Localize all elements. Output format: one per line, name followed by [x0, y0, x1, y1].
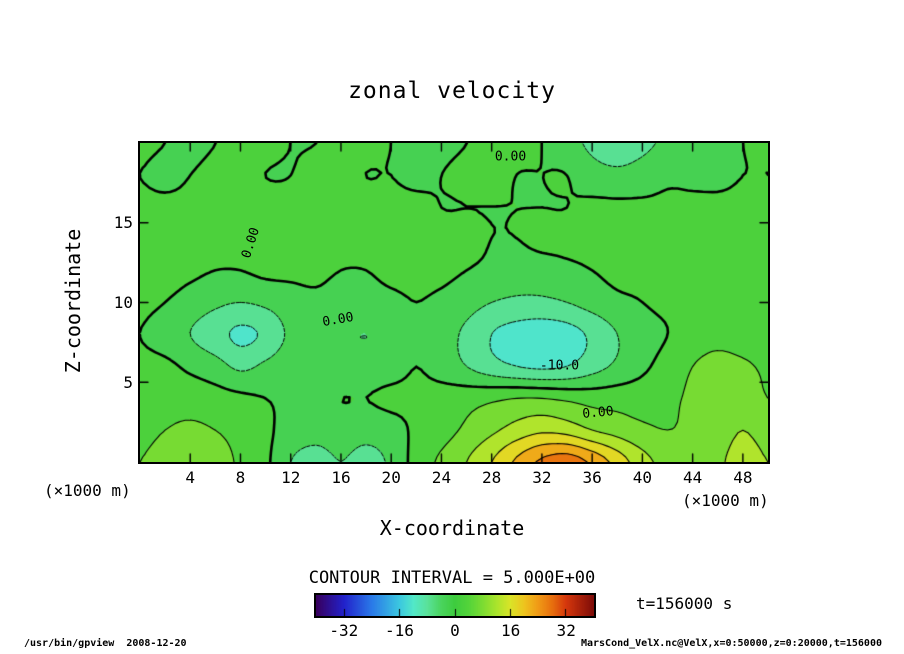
y-axis-unit: (×1000 m)	[44, 481, 131, 500]
y-tick-label: 5	[123, 372, 133, 392]
x-tick-label: 32	[532, 468, 552, 487]
colorbar	[314, 593, 596, 618]
y-axis-title: Z-coordinate	[61, 228, 85, 374]
x-tick-label: 28	[482, 468, 502, 487]
plot-title: zonal velocity	[348, 78, 556, 104]
x-tick-label: 20	[381, 468, 401, 487]
x-tick-label: 24	[431, 468, 452, 487]
x-tick-label: 44	[682, 468, 703, 487]
x-tick-label: 12	[281, 468, 301, 487]
colorbar-canvas	[316, 595, 594, 616]
colorbar-tick-label: 16	[500, 621, 521, 640]
command-path-text: /usr/bin/gpview 2008-12-20	[24, 638, 187, 649]
x-tick-label: 4	[185, 468, 196, 487]
x-tick-label: 36	[582, 468, 602, 487]
x-tick-label: 48	[733, 468, 753, 487]
x-tick-label: 40	[632, 468, 653, 487]
data-source-text: MarsCond_VelX.nc@VelX,x=0:50000,z=0:2000…	[580, 638, 882, 649]
contour-field-canvas	[140, 143, 768, 462]
y-tick-label: 15	[113, 213, 133, 233]
time-label: t=156000 s	[636, 594, 733, 613]
contour-plot: 0.00 0.00 0.00 -10.0 0.00	[138, 141, 770, 464]
colorbar-tick-label: -32	[329, 621, 359, 640]
x-axis-title: X-coordinate	[379, 516, 525, 540]
colorbar-tick-label: 0	[450, 621, 460, 640]
x-axis-unit: (×1000 m)	[682, 491, 769, 510]
contour-interval-note: CONTOUR INTERVAL = 5.000E+00	[308, 568, 596, 588]
y-tick-label: 10	[113, 293, 133, 312]
colorbar-tick-label: -16	[384, 621, 414, 640]
colorbar-tick-label: 32	[556, 621, 576, 640]
x-tick-label: 8	[235, 468, 246, 487]
x-tick-label: 16	[331, 468, 351, 487]
